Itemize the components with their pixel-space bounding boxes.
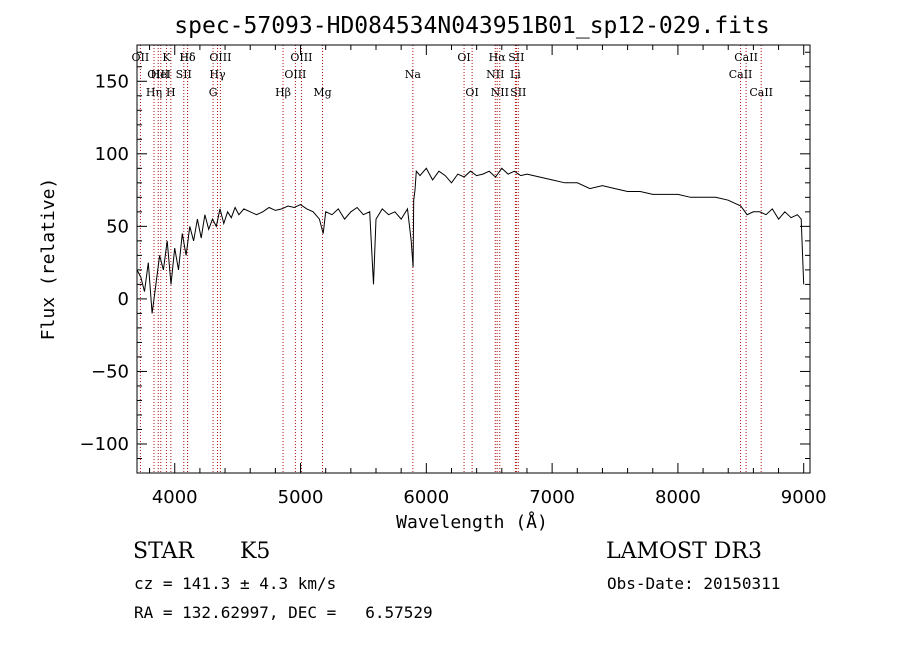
- marker-label: HeI: [151, 68, 171, 81]
- x-axis-ticks: 4000 5000 6000 7000 8000 9000: [149, 45, 827, 508]
- marker-label: CaII: [749, 86, 773, 99]
- y-tick-label: 150: [95, 71, 129, 92]
- marker-label: Hα: [489, 51, 507, 64]
- subclass: K5: [240, 539, 271, 564]
- y-tick-label: −100: [80, 434, 129, 455]
- marker-label: K: [162, 51, 171, 64]
- marker-label: OIII: [290, 51, 312, 64]
- y-axis-ticks: −100 −50 0 50 100 150: [80, 51, 810, 459]
- spectrum-line: [136, 167, 805, 314]
- marker-label: NII: [486, 68, 504, 81]
- x-tick-label: 5000: [278, 487, 324, 508]
- marker-label: Hγ: [209, 68, 226, 81]
- marker-label: OI: [457, 51, 470, 64]
- marker-label: OII: [132, 51, 150, 64]
- radec-readout: RA = 132.62997, DEC = 6.57529: [134, 603, 433, 622]
- y-tick-label: 50: [106, 216, 129, 237]
- marker-label: Hβ: [275, 86, 291, 99]
- marker-label: NII: [491, 86, 509, 99]
- plot-frame: [136, 44, 811, 474]
- x-tick-label: 4000: [152, 487, 198, 508]
- marker-label: OIII: [284, 68, 306, 81]
- marker-label: Hδ: [179, 51, 196, 64]
- marker-label: SII: [510, 86, 526, 99]
- marker-label: SII: [176, 68, 192, 81]
- marker-label: OI: [465, 86, 478, 99]
- y-tick-label: 0: [118, 289, 129, 310]
- x-tick-label: 8000: [655, 487, 701, 508]
- marker-label: Na: [405, 68, 422, 81]
- y-tick-label: −50: [91, 361, 129, 382]
- obs-date: Obs-Date: 20150311: [607, 574, 781, 593]
- marker-label: G: [209, 86, 218, 99]
- chart-title: spec-57093-HD084534N043951B01_sp12-029.f…: [174, 13, 769, 39]
- line-markers: [139, 45, 762, 473]
- marker-label: Hη: [146, 86, 162, 99]
- marker-label: CaII: [734, 51, 758, 64]
- marker-label: Hδ: [179, 51, 196, 64]
- redshift-readout: cz = 141.3 ± 4.3 km/s: [134, 574, 337, 593]
- survey-name: LAMOST DR3: [606, 539, 762, 564]
- marker-label: OIII: [209, 51, 231, 64]
- marker-label: H: [166, 86, 176, 99]
- x-tick-label: 9000: [781, 487, 827, 508]
- x-tick-label: 6000: [403, 487, 449, 508]
- spectrum-chart: spec-57093-HD084534N043951B01_sp12-029.f…: [38, 13, 827, 533]
- marker-label: Mg: [313, 86, 331, 99]
- y-tick-label: 100: [95, 144, 129, 165]
- marker-label: SII: [508, 51, 524, 64]
- marker-label: CaII: [729, 68, 753, 81]
- marker-label: OIII: [147, 68, 169, 81]
- x-axis-label: Wavelength (Å): [396, 511, 548, 533]
- y-axis-label: Flux (relative): [38, 178, 59, 341]
- marker-label: Li: [510, 68, 521, 81]
- object-class: STAR: [133, 539, 194, 564]
- x-tick-label: 7000: [529, 487, 575, 508]
